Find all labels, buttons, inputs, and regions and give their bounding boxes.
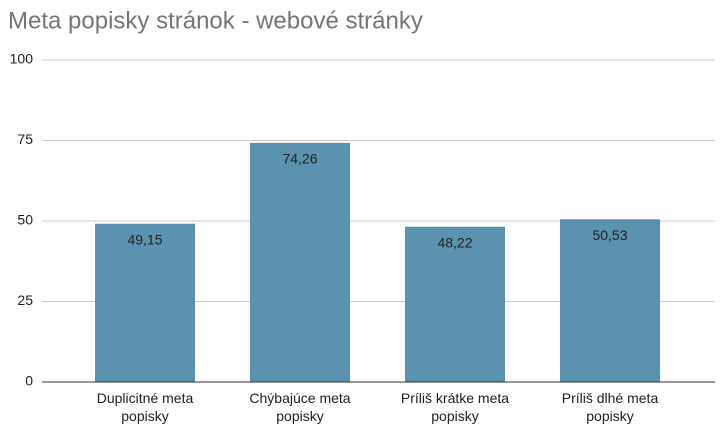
bar: [250, 142, 350, 382]
value-label: 50,53: [592, 227, 627, 243]
x-tick-label: Duplicitné meta popisky: [96, 390, 194, 424]
x-tick-label: Chýbajúce meta popisky: [249, 390, 351, 424]
value-label: 74,26: [282, 151, 317, 167]
value-label: 49,15: [127, 231, 162, 247]
y-tick-label: 0: [25, 373, 33, 389]
bar: [405, 226, 505, 382]
bar: [95, 223, 195, 382]
y-tick-label: 100: [10, 51, 34, 67]
bar: [560, 219, 660, 382]
value-label: 48,22: [437, 234, 472, 250]
y-tick-label: 75: [17, 131, 33, 147]
x-tick-label: Príliš dlhé meta popisky: [561, 390, 659, 424]
y-tick-label: 50: [17, 212, 33, 228]
chart-title: Meta popisky stránok - webové stránky: [8, 7, 423, 34]
y-tick-label: 25: [17, 292, 33, 308]
x-tick-label: Príliš krátke meta popisky: [400, 390, 510, 424]
